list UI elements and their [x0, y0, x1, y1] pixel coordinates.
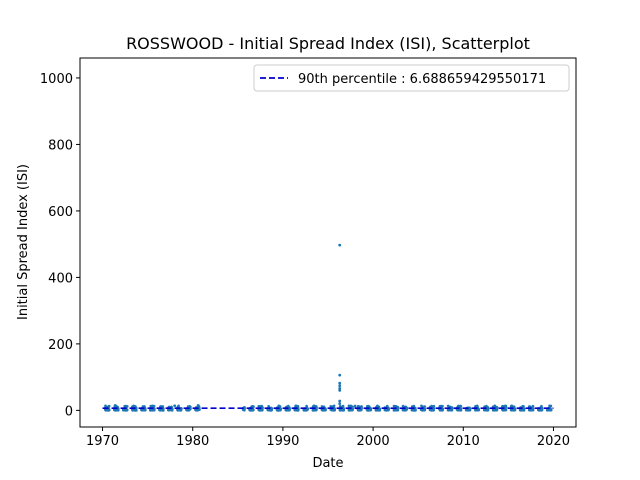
scatter-point — [441, 404, 444, 408]
scatter-point-outlier — [338, 389, 342, 392]
scatter-point — [332, 408, 335, 412]
scatter-point — [459, 404, 462, 408]
x-tick-label-2010: 2010 — [447, 434, 480, 449]
scatter-point-outlier — [338, 384, 342, 388]
scatter-point — [288, 408, 291, 411]
x-tick-label-2000: 2000 — [357, 434, 390, 449]
scatter-point-outlier — [113, 403, 117, 407]
x-tick-label-1990: 1990 — [266, 434, 299, 449]
scatter-point — [430, 409, 433, 412]
y-axis-ticks: 0 200 400 600 800 1000 — [40, 72, 80, 419]
scatter-point — [341, 408, 345, 412]
scatter-point — [529, 408, 533, 412]
legend: 90th percentile : 6.688659429550171 — [253, 64, 570, 92]
scatter-point — [545, 408, 549, 412]
y-tick-label-800: 800 — [48, 138, 73, 153]
y-tick-label-0: 0 — [65, 404, 73, 419]
scatter-point — [258, 404, 262, 408]
scatter-point — [394, 405, 398, 408]
scatter-point — [374, 408, 378, 412]
scatter-point — [168, 408, 171, 412]
scatter-point — [503, 408, 506, 411]
scatter-point — [485, 404, 488, 408]
scatter-point — [495, 408, 499, 412]
x-tick-label-1970: 1970 — [86, 434, 119, 449]
scatter-point — [438, 404, 442, 408]
scatter-point — [465, 408, 469, 411]
x-axis-ticks: 1970 1980 1990 2000 2010 2020 — [86, 427, 570, 449]
scatter-point — [152, 404, 156, 408]
scatter-point-outlier — [338, 243, 342, 247]
scatter-point — [420, 404, 423, 408]
y-axis-label: Initial Spread Index (ISI) — [16, 164, 31, 320]
x-tick-label-1980: 1980 — [176, 434, 209, 449]
scatter-point — [293, 408, 297, 412]
data-points — [103, 243, 553, 412]
scatter-point — [456, 405, 460, 408]
scatter-point — [348, 404, 352, 408]
y-tick-label-1000: 1000 — [40, 72, 73, 87]
scatter-point — [387, 408, 390, 411]
scatter-point — [531, 404, 535, 408]
scatter-point — [278, 404, 281, 408]
scatter-point — [312, 404, 316, 408]
scatter-point — [258, 409, 262, 412]
scatter-point-outlier — [338, 373, 342, 377]
x-tick-label-2020: 2020 — [537, 434, 570, 449]
y-tick-label-200: 200 — [48, 338, 73, 353]
scatter-point — [296, 408, 300, 412]
scatter-point — [549, 407, 552, 411]
scatter-point-outlier — [338, 402, 342, 406]
scatter-point — [432, 408, 435, 412]
scatter-point — [539, 408, 543, 412]
y-tick-label-600: 600 — [48, 205, 73, 220]
scatter-point-outlier — [338, 399, 342, 403]
scatter-point — [521, 405, 525, 408]
scatter-point — [356, 404, 360, 408]
scatter-point — [284, 408, 287, 412]
scatter-point — [126, 405, 129, 408]
scatter-point-outlier — [196, 403, 200, 407]
y-tick-label-400: 400 — [48, 271, 73, 286]
scatter-point — [432, 405, 435, 409]
legend-box — [253, 64, 570, 92]
scatter-point — [385, 404, 389, 408]
scatter-point-outlier — [510, 404, 514, 408]
chart-title: ROSSWOOD - Initial Spread Index (ISI), S… — [126, 34, 530, 53]
scatter-point-outlier — [338, 387, 342, 390]
scatter-point — [269, 408, 273, 412]
scatter-point — [170, 408, 174, 412]
scatter-point — [512, 405, 516, 408]
scatter-point — [249, 408, 252, 412]
scatter-point-outlier — [353, 404, 357, 408]
scatter-point — [161, 405, 165, 408]
legend-label: 90th percentile : 6.688659429550171 — [298, 72, 546, 87]
scatter-point — [457, 408, 461, 412]
scatter-point-outlier — [173, 404, 177, 408]
scatter-point — [294, 404, 297, 408]
plot-area-frame — [79, 57, 577, 428]
x-axis-label: Date — [312, 456, 343, 471]
scatter-point-outlier — [338, 381, 342, 385]
scatter-point — [378, 409, 381, 412]
scatter-point — [468, 407, 472, 410]
scatter-point — [440, 409, 443, 412]
scatter-point — [321, 409, 325, 412]
scatter-point — [503, 404, 506, 408]
scatter-point — [527, 405, 531, 408]
scatter-point — [320, 405, 324, 408]
scatter-point — [197, 407, 201, 411]
